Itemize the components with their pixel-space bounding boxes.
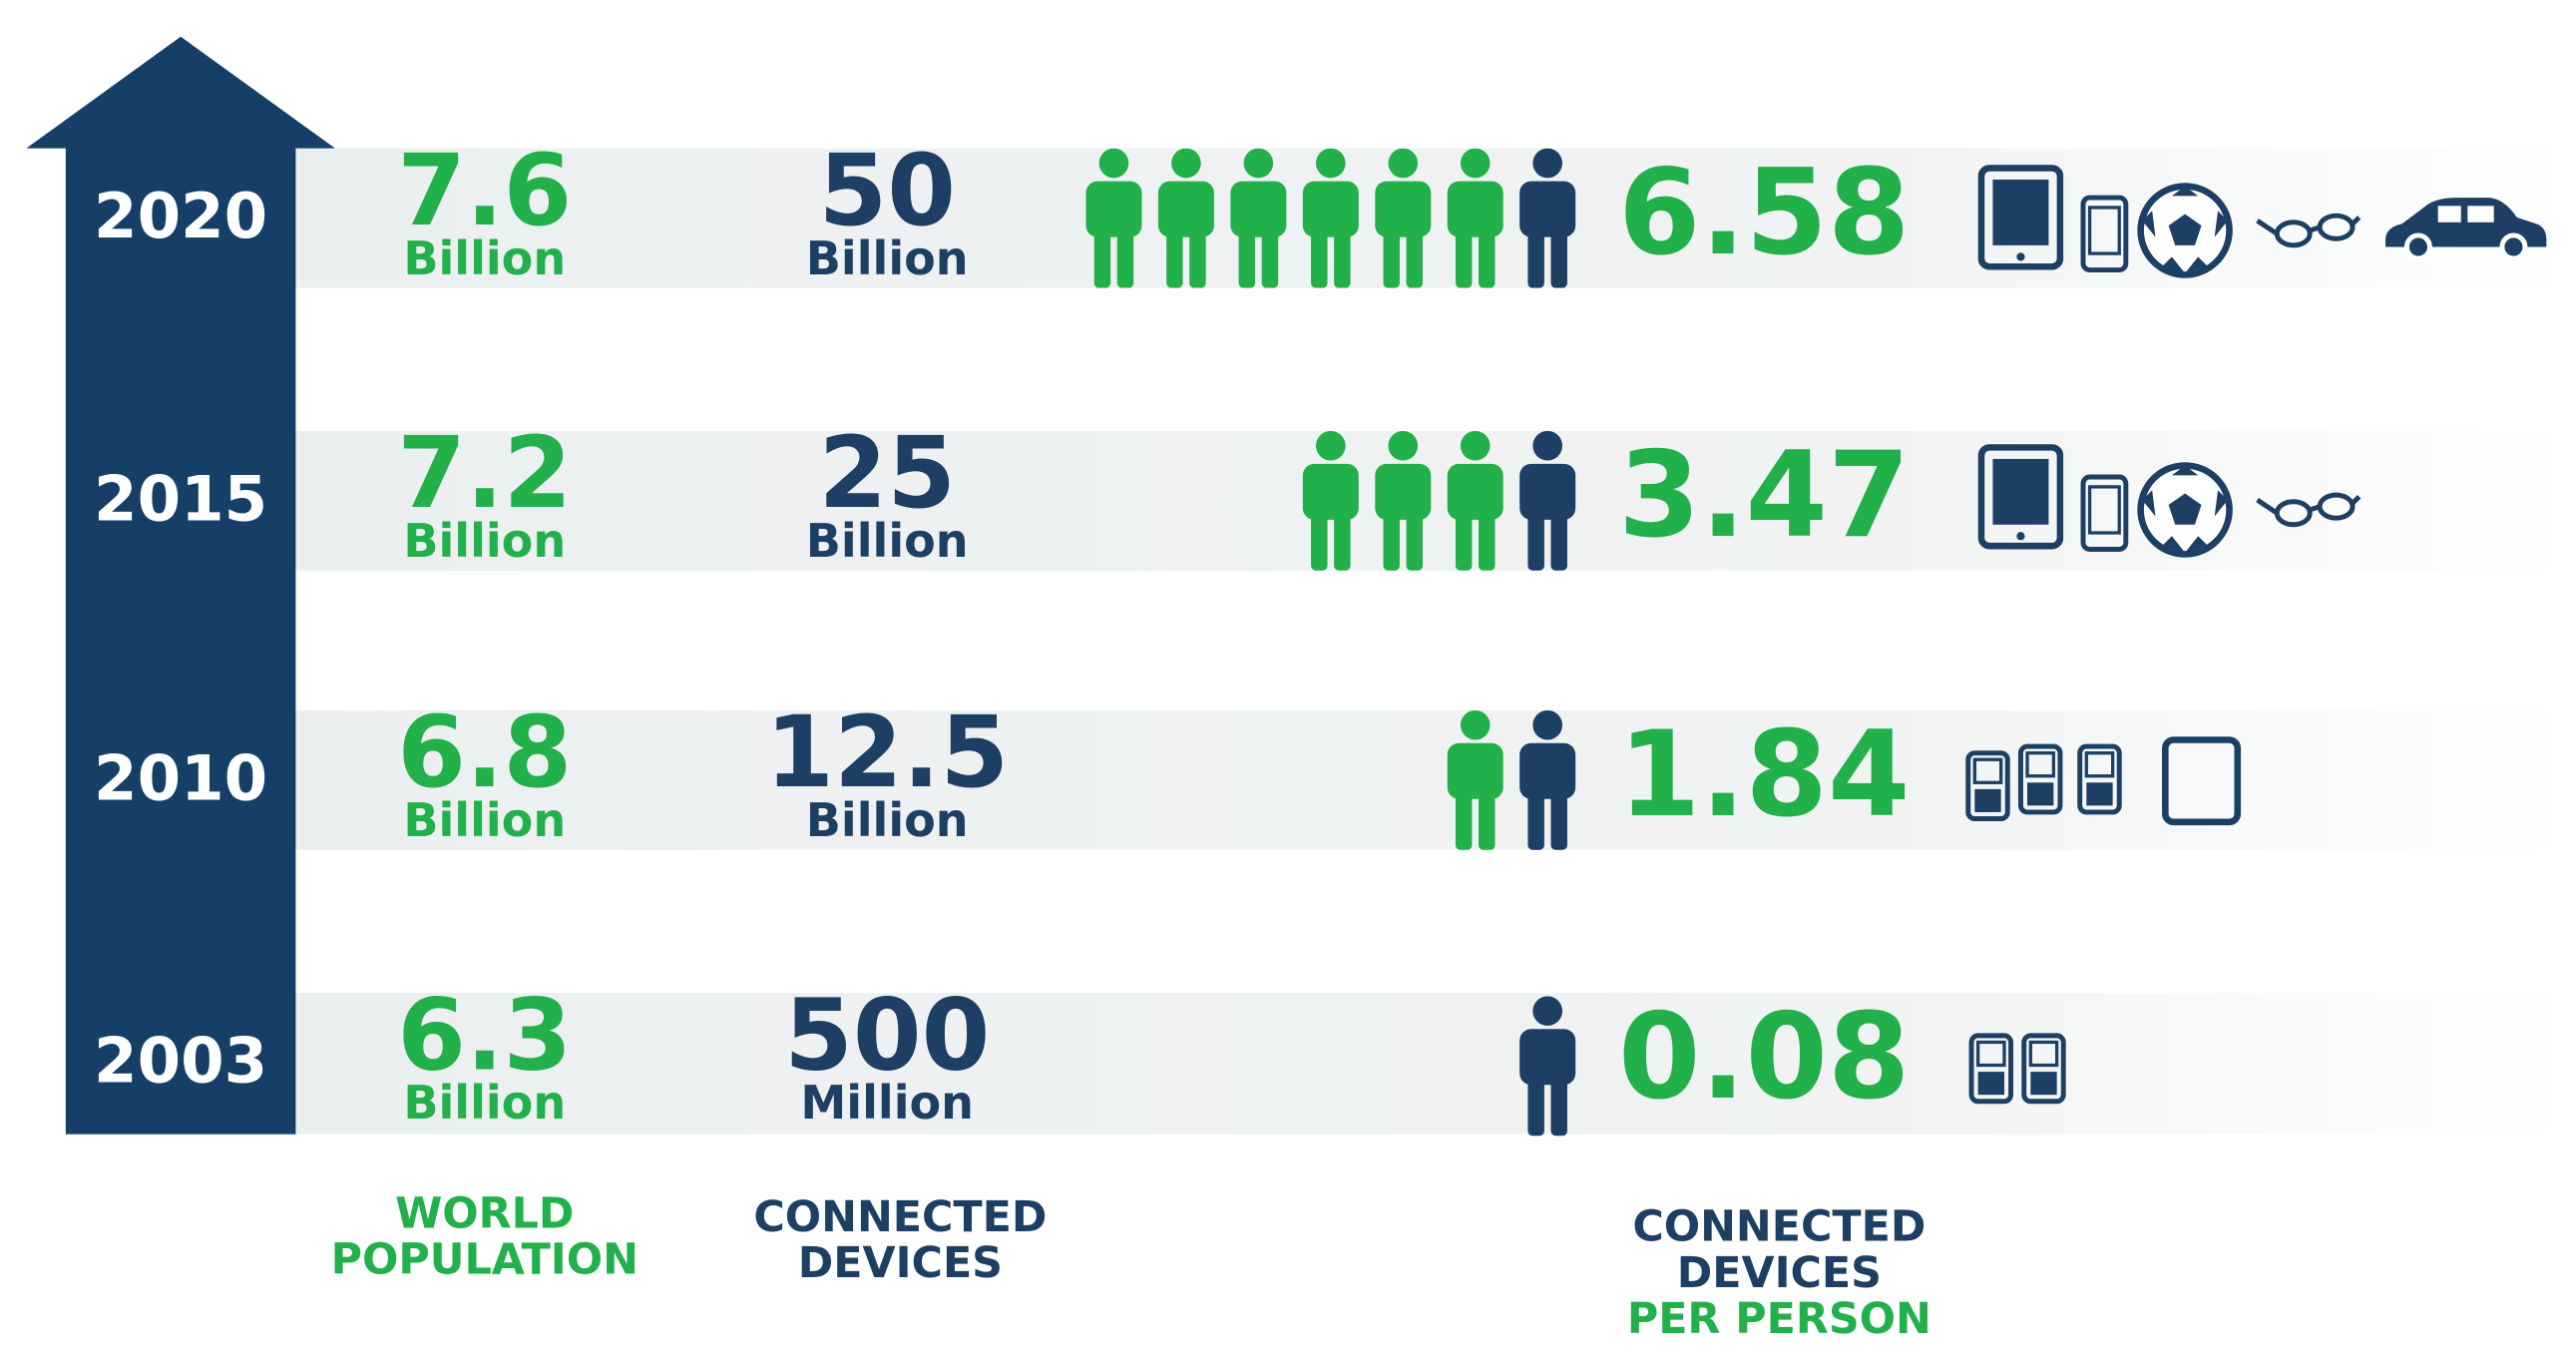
year: 2010 bbox=[94, 741, 267, 814]
column-label: POPULATION bbox=[331, 1235, 639, 1285]
column-label: PER PERSON bbox=[1627, 1294, 1932, 1344]
devices-unit: Million bbox=[800, 1076, 974, 1130]
per-person-value: 1.84 bbox=[1618, 705, 1911, 843]
row-band bbox=[295, 993, 2576, 1135]
population-value: 7.6 bbox=[397, 134, 572, 248]
column-label: CONNECTED bbox=[1632, 1202, 1926, 1252]
population-value: 6.3 bbox=[397, 978, 572, 1093]
devices-value: 500 bbox=[784, 978, 990, 1093]
column-label: DEVICES bbox=[1677, 1248, 1882, 1298]
arrow-head bbox=[26, 36, 335, 149]
year: 2003 bbox=[94, 1025, 267, 1098]
devices-unit: Billion bbox=[806, 514, 969, 568]
population-unit: Billion bbox=[403, 231, 566, 285]
devices-value: 25 bbox=[818, 416, 955, 531]
tablet-icon bbox=[2162, 736, 2242, 826]
devices-value: 12.5 bbox=[765, 695, 1009, 810]
population-value: 6.8 bbox=[397, 695, 572, 810]
per-person-value: 6.58 bbox=[1618, 144, 1911, 281]
year: 2020 bbox=[94, 180, 267, 252]
population-unit: Billion bbox=[403, 514, 566, 568]
people-icons bbox=[1085, 149, 1575, 1137]
arrow-shaft bbox=[65, 145, 296, 1135]
population-unit: Billion bbox=[403, 793, 566, 847]
devices-unit: Billion bbox=[806, 793, 969, 847]
column-label: CONNECTED bbox=[753, 1192, 1047, 1242]
timeline-arrow bbox=[26, 36, 335, 1135]
row-band bbox=[295, 709, 2576, 850]
population-unit: Billion bbox=[403, 1076, 566, 1130]
per-person-value: 0.08 bbox=[1618, 988, 1911, 1126]
row-bands bbox=[295, 148, 2576, 1135]
row-band bbox=[295, 430, 2576, 571]
ball-icon bbox=[2141, 465, 2230, 554]
per-person-value: 3.47 bbox=[1618, 426, 1911, 564]
column-label: DEVICES bbox=[798, 1238, 1003, 1288]
ball-icon bbox=[2141, 187, 2230, 275]
texts: WORLD POPULATION CONNECTED DEVICES CONNE… bbox=[94, 134, 1932, 1344]
row-band bbox=[295, 148, 2576, 288]
population-value: 7.2 bbox=[397, 416, 572, 531]
year: 2015 bbox=[94, 462, 267, 535]
column-label: WORLD bbox=[395, 1189, 574, 1239]
devices-value: 50 bbox=[818, 134, 955, 248]
devices-unit: Billion bbox=[806, 231, 969, 285]
device-icons bbox=[1968, 168, 2547, 1101]
